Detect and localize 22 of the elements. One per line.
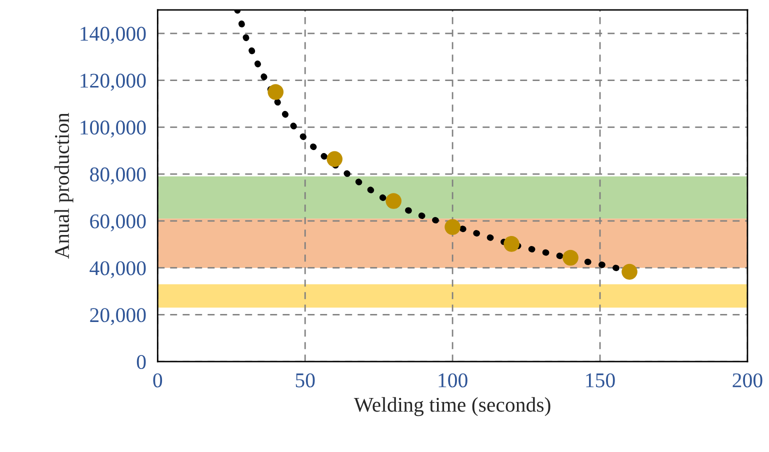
x-tick-label: 200 <box>732 373 762 388</box>
point <box>504 236 520 252</box>
x-axis-title: Welding time (seconds) <box>354 397 550 416</box>
y-tick-label: 40,000 <box>90 261 146 278</box>
x-tick-label: 50 <box>296 373 315 388</box>
point <box>268 84 284 100</box>
point <box>444 219 460 235</box>
y-tick-label: 20,000 <box>90 308 146 326</box>
y-tick-label: 80,000 <box>90 167 146 184</box>
x-tick-label: 0 <box>153 373 162 388</box>
point <box>386 193 402 209</box>
y-tick-label: 120,000 <box>80 74 146 91</box>
point <box>622 264 638 280</box>
x-tick-label: 100 <box>438 373 468 388</box>
point <box>326 151 343 167</box>
point <box>562 250 578 266</box>
y-tick-label: 100,000 <box>80 120 146 138</box>
y-tick-label: 0 <box>136 354 146 370</box>
y-tick-label: 140,000 <box>80 26 146 44</box>
y-tick-label: 60,000 <box>90 214 146 232</box>
y-axis-title: Anual production <box>54 112 74 259</box>
x-tick-label: 150 <box>586 373 615 388</box>
